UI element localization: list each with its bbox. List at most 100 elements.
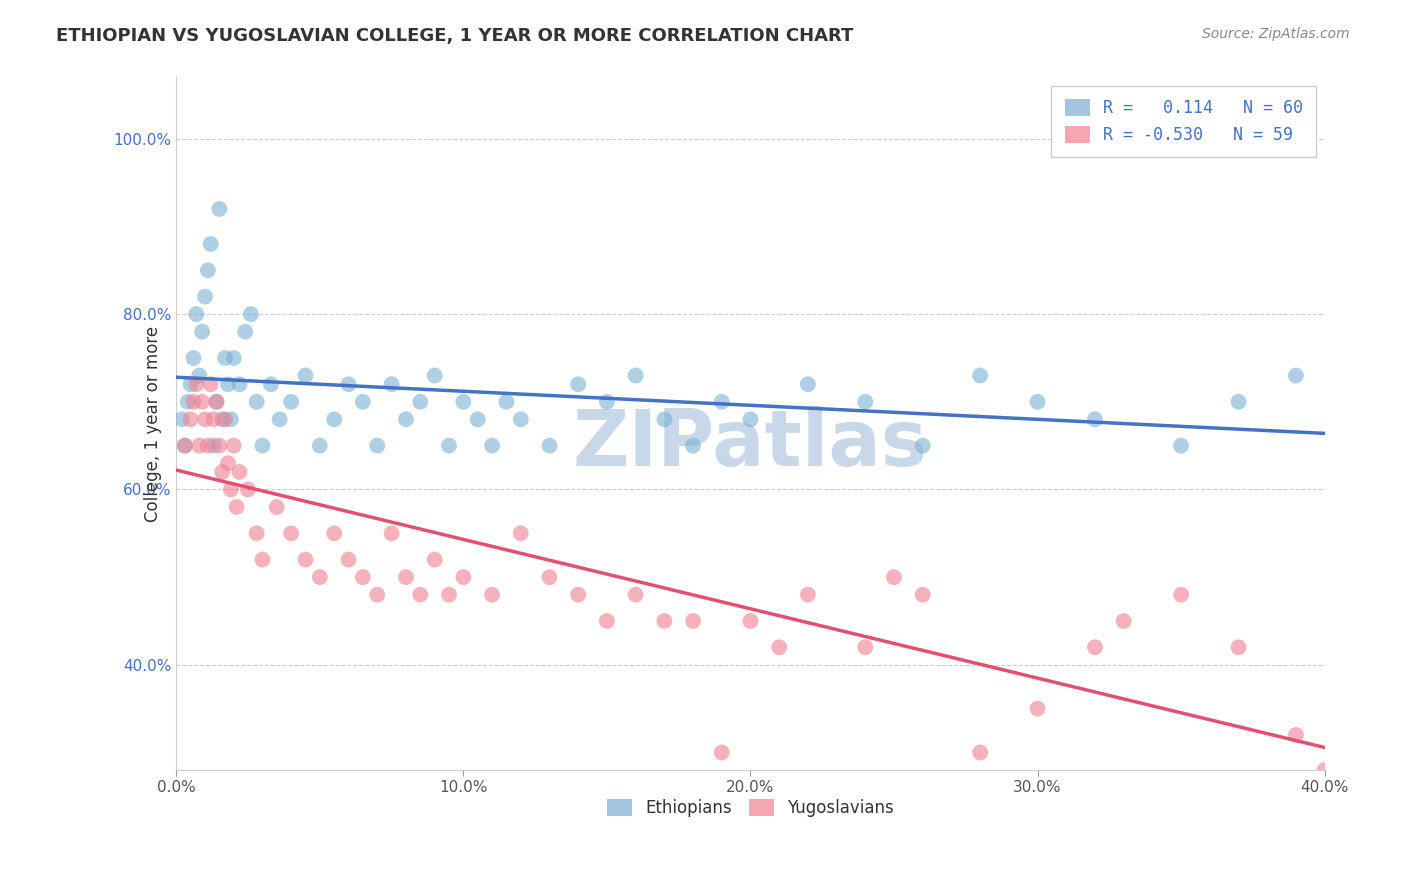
Point — [308, 439, 330, 453]
Point — [323, 526, 346, 541]
Point — [1170, 588, 1192, 602]
Point — [567, 377, 589, 392]
Point — [381, 526, 404, 541]
Point — [740, 412, 762, 426]
Point — [1227, 394, 1250, 409]
Point — [1170, 439, 1192, 453]
Point — [538, 439, 561, 453]
Point — [233, 325, 256, 339]
Point — [1227, 640, 1250, 655]
Point — [236, 483, 259, 497]
Point — [191, 394, 214, 409]
Point — [853, 394, 876, 409]
Point — [188, 368, 211, 383]
Point — [219, 412, 242, 426]
Point — [205, 394, 228, 409]
Point — [409, 394, 432, 409]
Text: ETHIOPIAN VS YUGOSLAVIAN COLLEGE, 1 YEAR OR MORE CORRELATION CHART: ETHIOPIAN VS YUGOSLAVIAN COLLEGE, 1 YEAR… — [56, 27, 853, 45]
Point — [217, 456, 239, 470]
Point — [682, 439, 704, 453]
Point — [214, 412, 236, 426]
Point — [188, 439, 211, 453]
Point — [710, 394, 733, 409]
Point — [437, 588, 460, 602]
Point — [437, 439, 460, 453]
Point — [252, 439, 274, 453]
Point — [652, 412, 675, 426]
Point — [969, 746, 991, 760]
Point — [219, 483, 242, 497]
Point — [453, 570, 475, 584]
Point — [225, 500, 247, 514]
Point — [969, 368, 991, 383]
Point — [911, 439, 934, 453]
Point — [280, 526, 302, 541]
Point — [202, 439, 225, 453]
Point — [1285, 728, 1308, 742]
Point — [183, 351, 205, 365]
Point — [186, 377, 208, 392]
Point — [294, 552, 316, 566]
Point — [180, 377, 202, 392]
Point — [409, 588, 432, 602]
Point — [381, 377, 404, 392]
Point — [205, 394, 228, 409]
Point — [797, 377, 820, 392]
Point — [177, 394, 200, 409]
Point — [1112, 614, 1135, 628]
Point — [495, 394, 517, 409]
Point — [1313, 763, 1336, 777]
Point — [269, 412, 291, 426]
Point — [228, 377, 250, 392]
Point — [194, 412, 217, 426]
Point — [710, 746, 733, 760]
Text: Source: ZipAtlas.com: Source: ZipAtlas.com — [1202, 27, 1350, 41]
Point — [509, 526, 531, 541]
Point — [596, 614, 619, 628]
Point — [366, 588, 388, 602]
Point — [246, 526, 269, 541]
Point — [208, 439, 231, 453]
Point — [214, 351, 236, 365]
Point — [883, 570, 905, 584]
Point — [222, 439, 245, 453]
Point — [1026, 394, 1049, 409]
Point — [911, 588, 934, 602]
Point — [853, 640, 876, 655]
Point — [308, 570, 330, 584]
Legend: Ethiopians, Yugoslavians: Ethiopians, Yugoslavians — [600, 792, 900, 824]
Point — [538, 570, 561, 584]
Point — [280, 394, 302, 409]
Point — [260, 377, 283, 392]
Point — [423, 368, 446, 383]
Point — [228, 465, 250, 479]
Point — [395, 570, 418, 584]
Point — [246, 394, 269, 409]
Point — [395, 412, 418, 426]
Point — [481, 588, 503, 602]
Point — [596, 394, 619, 409]
Point — [624, 368, 647, 383]
Point — [481, 439, 503, 453]
Point — [423, 552, 446, 566]
Point — [211, 465, 233, 479]
Point — [352, 394, 374, 409]
Point — [509, 412, 531, 426]
Y-axis label: College, 1 year or more: College, 1 year or more — [145, 326, 162, 522]
Point — [174, 439, 197, 453]
Point — [337, 552, 360, 566]
Point — [174, 439, 197, 453]
Text: ZIPatlas: ZIPatlas — [574, 407, 928, 483]
Point — [211, 412, 233, 426]
Point — [217, 377, 239, 392]
Point — [453, 394, 475, 409]
Point — [624, 588, 647, 602]
Point — [652, 614, 675, 628]
Point — [337, 377, 360, 392]
Point — [197, 439, 219, 453]
Point — [186, 307, 208, 321]
Point — [294, 368, 316, 383]
Point — [352, 570, 374, 584]
Point — [266, 500, 288, 514]
Point — [194, 290, 217, 304]
